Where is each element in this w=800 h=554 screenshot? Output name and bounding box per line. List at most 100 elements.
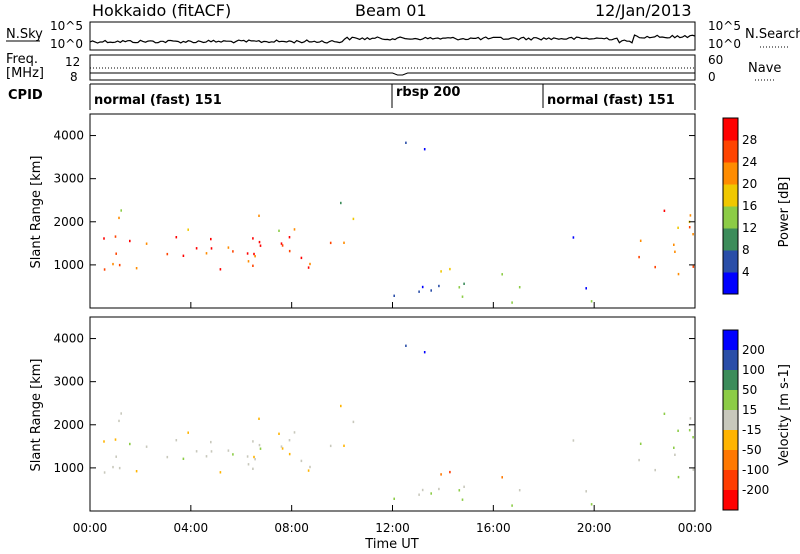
velocity-echo xyxy=(118,466,121,470)
power-echo xyxy=(692,265,695,268)
power-echo xyxy=(187,228,189,231)
velocity-echo xyxy=(585,490,587,493)
power-echo xyxy=(103,237,105,240)
power-echo xyxy=(288,249,291,253)
velocity-echo xyxy=(195,450,198,453)
velocity-echo xyxy=(463,485,465,488)
noise-left-tick-top: 10^5 xyxy=(50,19,83,33)
velocity-ylabel: Slant Range [km] xyxy=(29,359,44,472)
freq-right-tick-top: 60 xyxy=(708,53,723,67)
power-echo xyxy=(210,237,212,241)
colorbar-swatch xyxy=(723,490,738,511)
ytick-label: 4000 xyxy=(53,332,84,346)
velocity-echo xyxy=(638,458,640,462)
power-echo xyxy=(430,289,432,292)
ytick-label: 2000 xyxy=(53,418,84,432)
colorbar-tick-label: -15 xyxy=(742,423,762,437)
colorbar-swatch xyxy=(723,206,738,229)
velocity-echo xyxy=(421,488,424,492)
velocity-echo xyxy=(418,493,420,496)
velocity-yticks: 1000 2000 3000 4000 xyxy=(53,332,695,475)
colorbar-tick-label: 8 xyxy=(742,243,750,257)
velocity-echo xyxy=(258,443,261,447)
radar-title: Hokkaido (fitACF) xyxy=(92,1,231,20)
colorbar-tick-label: 16 xyxy=(742,199,757,213)
velocity-echo xyxy=(677,475,680,479)
colorbar-tick-label: 24 xyxy=(742,155,757,169)
velocity-echo xyxy=(511,504,513,507)
colorbar-tick-label: 200 xyxy=(742,343,765,357)
power-echo xyxy=(438,284,440,288)
velocity-echo xyxy=(280,445,283,448)
power-echo xyxy=(405,141,407,144)
velocity-echo xyxy=(518,489,521,492)
velocity-echo xyxy=(449,470,451,474)
velocity-echo xyxy=(232,453,234,456)
power-panel-frame xyxy=(89,113,696,309)
velocity-echo xyxy=(112,465,114,469)
colorbar-swatch xyxy=(723,470,738,491)
power-echo xyxy=(343,241,345,244)
power-echo xyxy=(145,242,148,245)
power-echo xyxy=(252,237,254,240)
power-echo xyxy=(112,262,114,266)
power-echo xyxy=(210,247,213,250)
velocity-echo xyxy=(227,449,230,452)
velocity-echo xyxy=(461,498,464,501)
ytick-label: 4000 xyxy=(53,129,84,143)
power-colorbar-label: Power [dB] xyxy=(777,177,792,248)
velocity-echo xyxy=(166,455,169,459)
colorbar-frame xyxy=(722,329,739,511)
power-echo xyxy=(278,229,280,232)
velocity-colorbar: 200 100 50 15 -15 -50 -100 -200 xyxy=(722,329,769,511)
power-echo xyxy=(421,285,424,289)
noise-panel: N.Sky 10^5 10^0 10^5 10^0 N.Search xyxy=(6,19,800,51)
power-echo xyxy=(247,260,250,263)
velocity-echo xyxy=(438,487,440,491)
freq-trace xyxy=(90,72,695,76)
power-echo xyxy=(572,236,575,239)
colorbar-tick-label: 4 xyxy=(742,265,750,279)
power-echo xyxy=(440,270,442,273)
ytick-label: 1000 xyxy=(53,258,84,272)
xtick-label: 20:00 xyxy=(577,521,612,535)
velocity-echo xyxy=(343,444,345,447)
power-echo xyxy=(252,264,254,267)
velocity-echo xyxy=(329,444,332,448)
velocity-echo xyxy=(692,436,694,439)
noise-right-tick-top: 10^5 xyxy=(708,19,741,33)
cpid-panel: CPID normal (fast) 151 rbsp 200 normal (… xyxy=(8,83,696,110)
power-echo xyxy=(254,255,256,258)
noise-right-tick-bottom: 10^0 xyxy=(708,37,741,51)
velocity-echo xyxy=(118,419,120,423)
velocity-echo xyxy=(278,432,280,435)
velocity-echo xyxy=(114,438,117,441)
colorbar-tick-label: -200 xyxy=(742,483,769,497)
noise-left-tick-bottom: 10^0 xyxy=(50,37,83,51)
power-echo xyxy=(423,148,426,151)
power-echo xyxy=(219,268,222,271)
power-echo xyxy=(232,250,234,253)
colorbar-swatch xyxy=(723,430,738,451)
x-axis-label: Time UT xyxy=(364,537,418,552)
colorbar-swatch xyxy=(723,450,738,471)
power-echo xyxy=(258,214,260,217)
power-echo xyxy=(340,201,342,205)
noise-trace xyxy=(89,34,696,44)
noise-panel-frame xyxy=(89,21,696,51)
cpid-segment-label-2: rbsp 200 xyxy=(396,85,460,100)
colorbar-tick-label: -100 xyxy=(742,463,769,477)
power-echo xyxy=(166,252,169,256)
xtick-label: 00:00 xyxy=(73,521,108,535)
power-echo xyxy=(309,262,311,266)
power-echo xyxy=(114,235,117,238)
power-echo xyxy=(692,233,694,236)
colorbar-swatch xyxy=(723,250,738,273)
power-echo xyxy=(585,287,587,290)
velocity-echo xyxy=(247,463,250,466)
velocity-echo xyxy=(210,440,212,444)
colorbar-swatch xyxy=(723,162,738,185)
colorbar-swatch xyxy=(723,330,738,351)
beam-label: Beam 01 xyxy=(355,1,427,20)
colorbar-tick-label: 100 xyxy=(742,363,765,377)
